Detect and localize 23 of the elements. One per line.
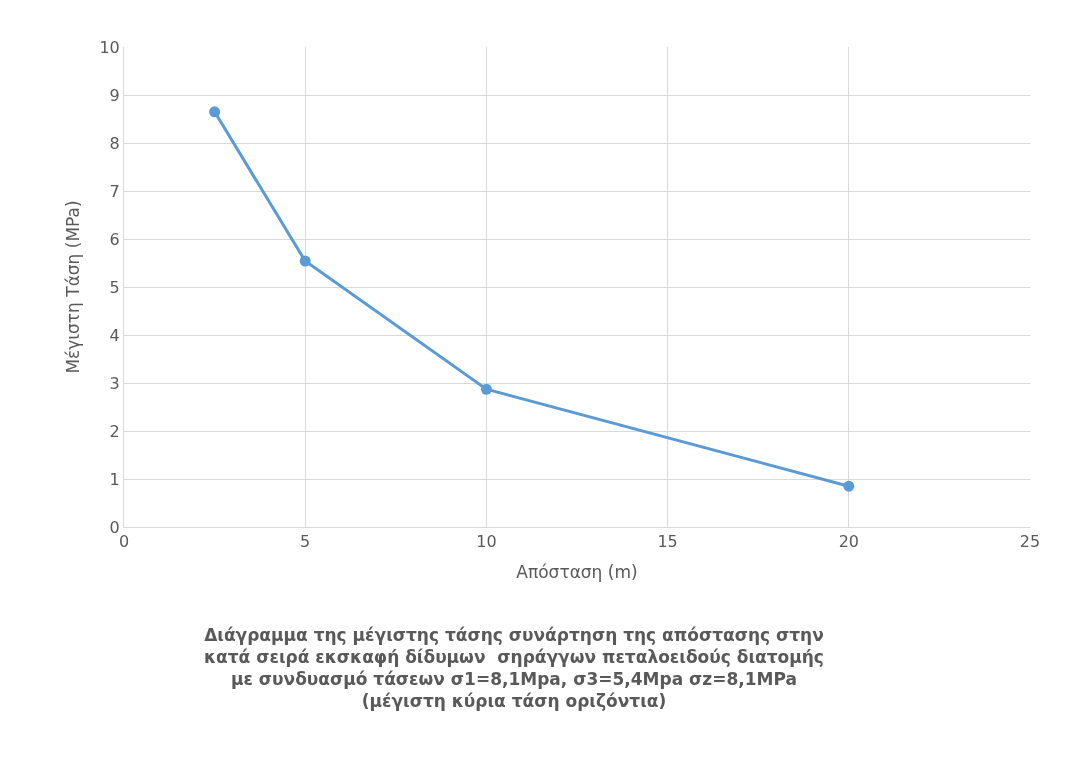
- y-tick-label: 8: [109, 133, 120, 153]
- y-axis-title: Μέγιστη Τάση (MPa): [62, 200, 83, 374]
- y-tick-label: 7: [109, 181, 120, 201]
- point: [209, 106, 221, 118]
- x-tick-label: 25: [1019, 532, 1041, 552]
- text: Διάγραμμα της μέγιστης τάσης συνάρτηση της απόστασης στην κατά σειρά εκσκαφή δίδυμων σηράγγων πεταλοειδούς διατομής με συνδυασμό τάσεων σ1=8,1Mpa, σ3=5,4Mpa σz=8,1MPa (μέγιστη κύρια τάση οριζόντια): [204, 625, 824, 712]
- y-tick-label: 9: [109, 85, 120, 105]
- x-tick-label: 20: [838, 532, 859, 552]
- x-tick-label: 5: [300, 532, 311, 552]
- x-tick-label: 10: [476, 532, 497, 552]
- y-tick-label: 3: [109, 373, 120, 393]
- y-tick-label: 1: [109, 469, 120, 489]
- point: [480, 383, 492, 395]
- y-tick-label: 5: [109, 277, 120, 297]
- y-tick-label: 4: [109, 325, 120, 345]
- y-tick-label: 0: [109, 517, 120, 537]
- point: [843, 480, 855, 492]
- y-tick-label: 6: [109, 229, 120, 249]
- x-axis-title: Απόσταση (m): [516, 561, 638, 582]
- point: [299, 255, 311, 267]
- y-tick-label: 2: [109, 421, 120, 441]
- x-tick-label: 15: [657, 532, 678, 552]
- y-tick-label: 10: [99, 37, 120, 57]
